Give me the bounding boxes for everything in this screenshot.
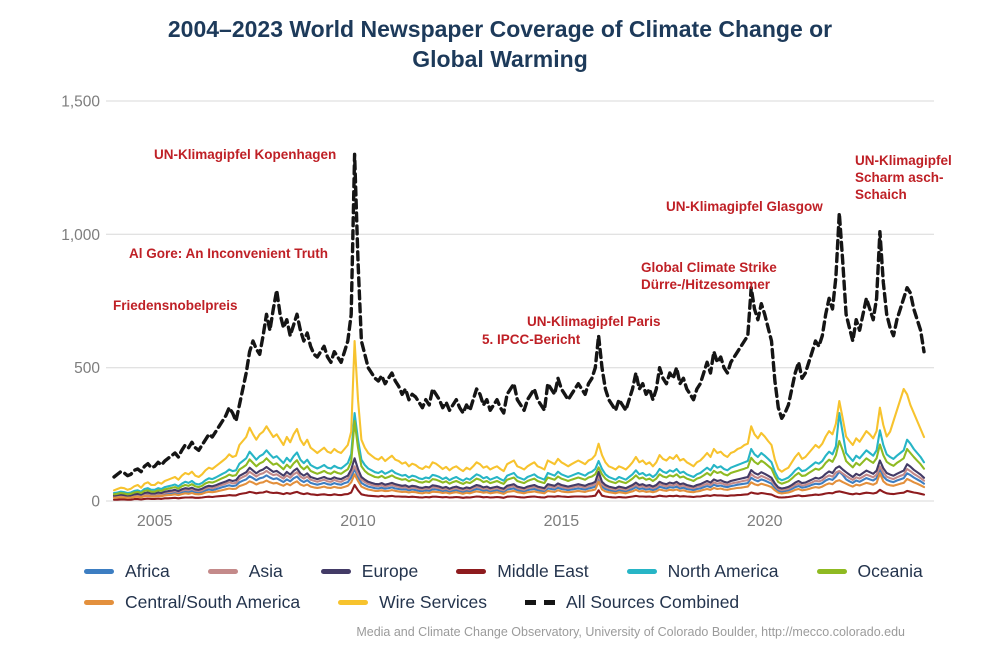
- y-tick-label: 1,500: [61, 94, 100, 111]
- legend-item-wire-services: Wire Services: [338, 592, 487, 613]
- legend-item-north-america: North America: [626, 561, 779, 582]
- legend-item-europe: Europe: [320, 561, 419, 582]
- series-line-asia: [112, 465, 926, 498]
- legend-swatch-oceania: [816, 569, 847, 574]
- x-tick-label: 2005: [137, 513, 173, 530]
- legend-swatch-asia: [207, 569, 238, 574]
- legend-item-central-south-america: Central/South America: [84, 592, 300, 613]
- legend-swatch-europe: [320, 569, 351, 574]
- legend-swatch-africa: [84, 569, 114, 574]
- x-tick-label: 2020: [747, 513, 783, 530]
- y-tick-label: 500: [74, 360, 100, 377]
- legend-label: Asia: [248, 561, 283, 581]
- legend-item-oceania: Oceania: [816, 561, 923, 582]
- series-line-central-south-america: [112, 472, 926, 499]
- x-tick-label: 2010: [340, 513, 376, 530]
- legend-item-africa: Africa: [84, 561, 170, 582]
- series-line-wire-services: [112, 339, 926, 492]
- series-line-all-sources-combined: [112, 152, 926, 479]
- legend-label: Oceania: [857, 561, 923, 581]
- legend-row: Central/South America Wire Services All So…: [84, 587, 923, 618]
- y-tick-label: 0: [91, 494, 100, 511]
- series-line-europe: [112, 457, 926, 497]
- legend-label: Wire Services: [379, 592, 488, 612]
- legend-item-all-sources-combined: All Sources Combined: [525, 592, 739, 613]
- legend-row: Africa Asia Europe Middle East North America…: [84, 556, 923, 587]
- legend-label: Africa: [125, 561, 170, 581]
- legend-swatch-all-sources-combined: [525, 600, 556, 605]
- legend-item-asia: Asia: [207, 561, 283, 582]
- series-line-africa: [112, 467, 926, 499]
- series-line-middle-east: [112, 483, 926, 501]
- legend-label: All Sources Combined: [566, 592, 740, 612]
- legend-label: North America: [667, 561, 779, 581]
- legend-swatch-wire-services: [338, 600, 369, 605]
- series-line-north-america: [112, 411, 926, 495]
- legend: Africa Asia Europe Middle East North America…: [84, 556, 923, 618]
- source-attribution: Media and Climate Change Observatory, Un…: [356, 625, 905, 639]
- y-tick-label: 1,000: [61, 227, 100, 244]
- x-tick-label: 2015: [544, 513, 580, 530]
- chart-title: 2004–2023 World Newspaper Coverage of Cl…: [0, 14, 1000, 74]
- legend-label: Central/South America: [125, 592, 301, 612]
- legend-item-middle-east: Middle East: [456, 561, 589, 582]
- legend-label: Middle East: [497, 561, 589, 581]
- chart-title-line1: 2004–2023 World Newspaper Coverage of Cl…: [167, 16, 833, 42]
- legend-swatch-north-america: [626, 569, 657, 574]
- legend-label: Europe: [361, 561, 419, 581]
- series-line-oceania: [112, 419, 926, 496]
- legend-swatch-central-south-america: [84, 600, 114, 605]
- legend-swatch-middle-east: [456, 569, 487, 574]
- chart-title-line2: Global Warming: [412, 46, 588, 72]
